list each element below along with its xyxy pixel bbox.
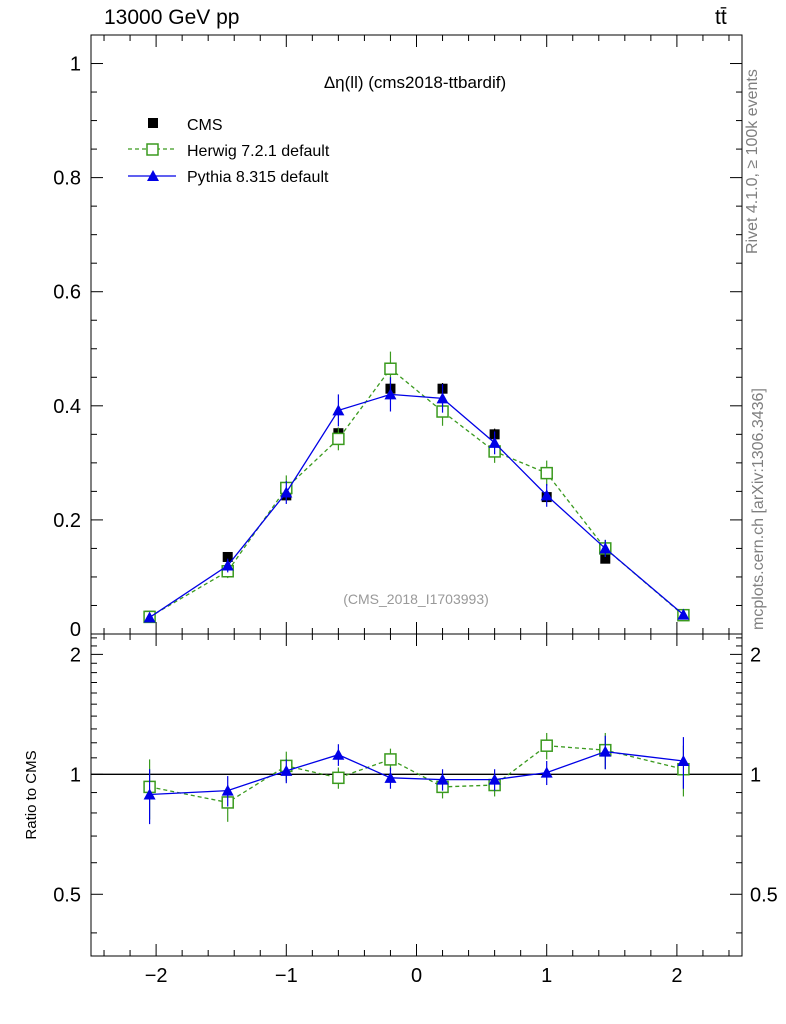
- y-tick-label: 0.8: [53, 168, 81, 190]
- pythia-point: [488, 436, 501, 448]
- pythia-ratio-point: [540, 766, 553, 778]
- x-tick-label: −2: [145, 965, 168, 987]
- x-tick-label: 2: [671, 965, 682, 987]
- x-tick-label: 1: [541, 965, 552, 987]
- pythia-point: [540, 489, 553, 501]
- herwig-point: [384, 362, 397, 375]
- pythia-line: [149, 393, 684, 618]
- pythia-point: [143, 611, 156, 623]
- legend-herwig-marker: [146, 143, 159, 156]
- pythia-ratio-point: [677, 755, 690, 767]
- process-label: tt̄: [715, 6, 727, 29]
- energy-label: 13000 GeV pp: [104, 6, 240, 29]
- herwig-ratio-point: [540, 739, 553, 752]
- pythia-ratio-point: [436, 773, 449, 785]
- y-tick-label: 0: [70, 619, 81, 641]
- herwig-point: [540, 466, 553, 480]
- y-tick-label: 0.2: [53, 510, 81, 532]
- pythia-ratio-point: [143, 788, 156, 800]
- pythia-ratio-line: [149, 750, 684, 796]
- herwig-ratio-point: [332, 771, 345, 785]
- chart-title: Δη(ll) (cms2018-ttbardif): [324, 73, 506, 92]
- pythia-ratio-point: [384, 771, 397, 783]
- herwig-ratio-point: [384, 753, 397, 766]
- ratio-y-tick-label-right: 0.5: [750, 884, 778, 906]
- ratio-y-tick-label: 0.5: [53, 884, 81, 906]
- cms-point: [222, 551, 233, 562]
- herwig-point: [332, 432, 345, 446]
- ratio-y-axis-label: Ratio to CMS: [23, 750, 40, 839]
- analysis-watermark: (CMS_2018_I1703993): [343, 591, 489, 607]
- pythia-ratio-point: [488, 773, 501, 785]
- pythia-ratio-point: [599, 745, 612, 757]
- x-tick-label: 0: [411, 965, 422, 987]
- chart-marks: −2 −1 0 1 2 0 0.2 0.4 0.6 0.8 1 0.5 0.5 1 1 2 2: [53, 35, 778, 987]
- pythia-point: [280, 486, 293, 498]
- ratio-y-tick-label-right: 1: [750, 764, 761, 786]
- ratio-y-tick-label: 1: [70, 764, 81, 786]
- y-tick-label: 0.6: [53, 282, 81, 304]
- pythia-point: [221, 559, 234, 571]
- herwig-line: [149, 367, 684, 618]
- cms-point: [600, 553, 611, 564]
- pythia-point: [332, 404, 345, 416]
- legend-cms-label: CMS: [187, 117, 223, 134]
- pythia-point: [436, 392, 449, 404]
- herwig-ratio-line: [149, 745, 684, 804]
- y-tick-label: 0.4: [53, 396, 81, 418]
- legend-cms-marker: [148, 118, 158, 128]
- x-tick-label: −1: [275, 965, 298, 987]
- pythia-ratio-point: [332, 748, 345, 760]
- legend-pythia-label: Pythia 8.315 default: [187, 169, 329, 186]
- pythia-point: [677, 608, 690, 620]
- y-tick-label: 1: [70, 54, 81, 76]
- ratio-y-tick-label: 2: [70, 644, 81, 666]
- pythia-ratio-point: [280, 764, 293, 776]
- legend-pythia-marker: [147, 170, 159, 181]
- pythia-point: [599, 542, 612, 554]
- legend-herwig-label: Herwig 7.2.1 default: [187, 143, 330, 160]
- ratio-y-tick-label-right: 2: [750, 644, 761, 666]
- pythia-point: [384, 388, 397, 400]
- ratio-plot-frame: [90, 633, 743, 957]
- pythia-ratio-point: [221, 784, 234, 796]
- legend: CMS Herwig 7.2.1 default Pythia 8.315 de…: [128, 117, 330, 186]
